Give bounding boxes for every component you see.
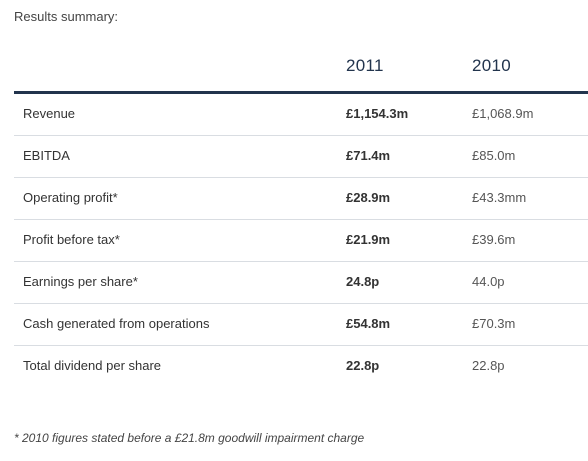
row-label: EBITDA: [23, 148, 70, 163]
column-header-2011: 2011: [346, 56, 384, 75]
table-row: Total dividend per share 22.8p 22.8p: [14, 346, 588, 387]
row-label: Cash generated from operations: [23, 316, 210, 331]
table-row: Revenue £1,154.3m £1,068.9m: [14, 94, 588, 136]
value-2011: 22.8p: [346, 358, 380, 373]
value-2011: £54.8m: [346, 316, 391, 331]
table-row: Cash generated from operations £54.8m £7…: [14, 304, 588, 346]
results-summary-caption: Results summary:: [14, 9, 119, 24]
value-2010: £85.0m: [472, 148, 516, 163]
row-label: Profit before tax*: [23, 232, 120, 247]
value-2011: £28.9m: [346, 190, 391, 205]
value-2011: £71.4m: [346, 148, 391, 163]
table-row: Earnings per share* 24.8p 44.0p: [14, 262, 588, 304]
value-2010: £43.3mm: [472, 190, 527, 205]
value-2010: £70.3m: [472, 316, 516, 331]
value-2010: £1,068.9m: [472, 106, 534, 121]
results-table: 2011 2010 Revenue £1,154.3m £1,068.9m EB…: [14, 46, 588, 387]
value-2011: £21.9m: [346, 232, 391, 247]
value-2011: 24.8p: [346, 274, 380, 289]
value-2011: £1,154.3m: [346, 106, 409, 121]
value-2010: 44.0p: [472, 274, 505, 289]
row-label: Revenue: [23, 106, 76, 121]
table-row: Operating profit* £28.9m £43.3mm: [14, 178, 588, 220]
table-header-row: 2011 2010: [14, 46, 588, 94]
row-label: Operating profit*: [23, 190, 118, 205]
value-2010: £39.6m: [472, 232, 516, 247]
column-header-2010: 2010: [472, 56, 512, 75]
value-2010: 22.8p: [472, 358, 505, 373]
table-row: Profit before tax* £21.9m £39.6m: [14, 220, 588, 262]
impairment-footnote: * 2010 figures stated before a £21.8m go…: [14, 431, 365, 445]
table-row: EBITDA £71.4m £85.0m: [14, 136, 588, 178]
row-label: Earnings per share*: [23, 274, 138, 289]
row-label: Total dividend per share: [23, 358, 162, 373]
